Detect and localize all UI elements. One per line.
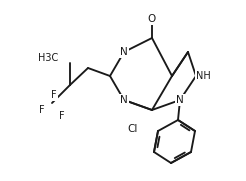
- Text: H3C: H3C: [38, 53, 58, 63]
- Text: N: N: [176, 95, 184, 105]
- Text: O: O: [148, 14, 156, 24]
- Text: N: N: [120, 95, 128, 105]
- Text: N: N: [120, 47, 128, 57]
- Text: NH: NH: [196, 71, 211, 81]
- Text: F: F: [39, 105, 45, 115]
- Text: F: F: [51, 90, 57, 100]
- Text: F: F: [59, 111, 65, 121]
- Text: Cl: Cl: [128, 124, 138, 134]
